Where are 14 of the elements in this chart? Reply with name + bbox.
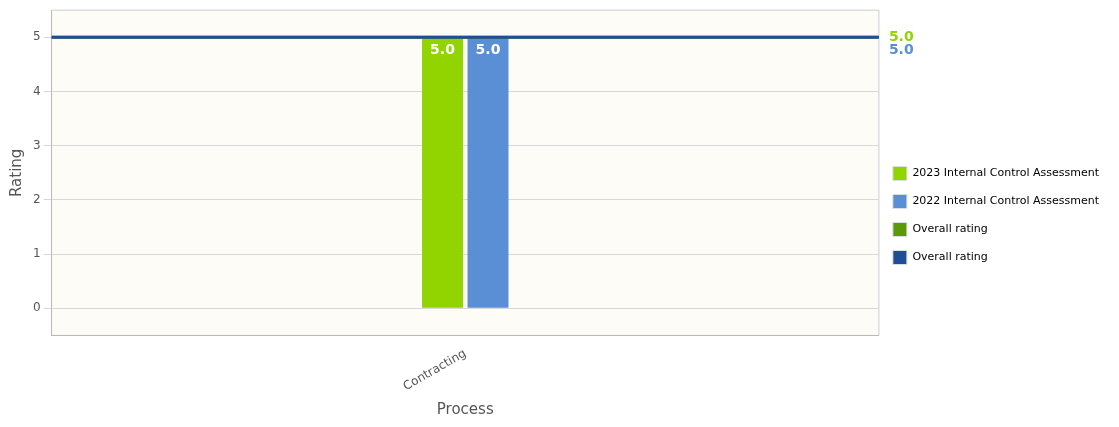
- y-tick-label: 3: [32, 137, 41, 152]
- data-label: 5.0: [430, 40, 456, 57]
- legend-label: Overall rating: [912, 250, 988, 264]
- y-tick-label: 5: [32, 29, 41, 44]
- y-axis-title: Rating: [6, 148, 25, 198]
- y-tick-label: 2: [32, 192, 41, 207]
- y-tick-label: 1: [32, 246, 41, 261]
- data-label: 5.0: [475, 40, 501, 57]
- legend-label: 2022 Internal Control Assessment: [912, 194, 1100, 208]
- y-tick-label: 0: [32, 300, 41, 315]
- x-axis-title: Process: [436, 399, 494, 418]
- y-tick-label: 4: [32, 83, 41, 98]
- legend-label: Overall rating: [912, 222, 988, 236]
- legend-label: 2023 Internal Control Assessment: [912, 166, 1100, 180]
